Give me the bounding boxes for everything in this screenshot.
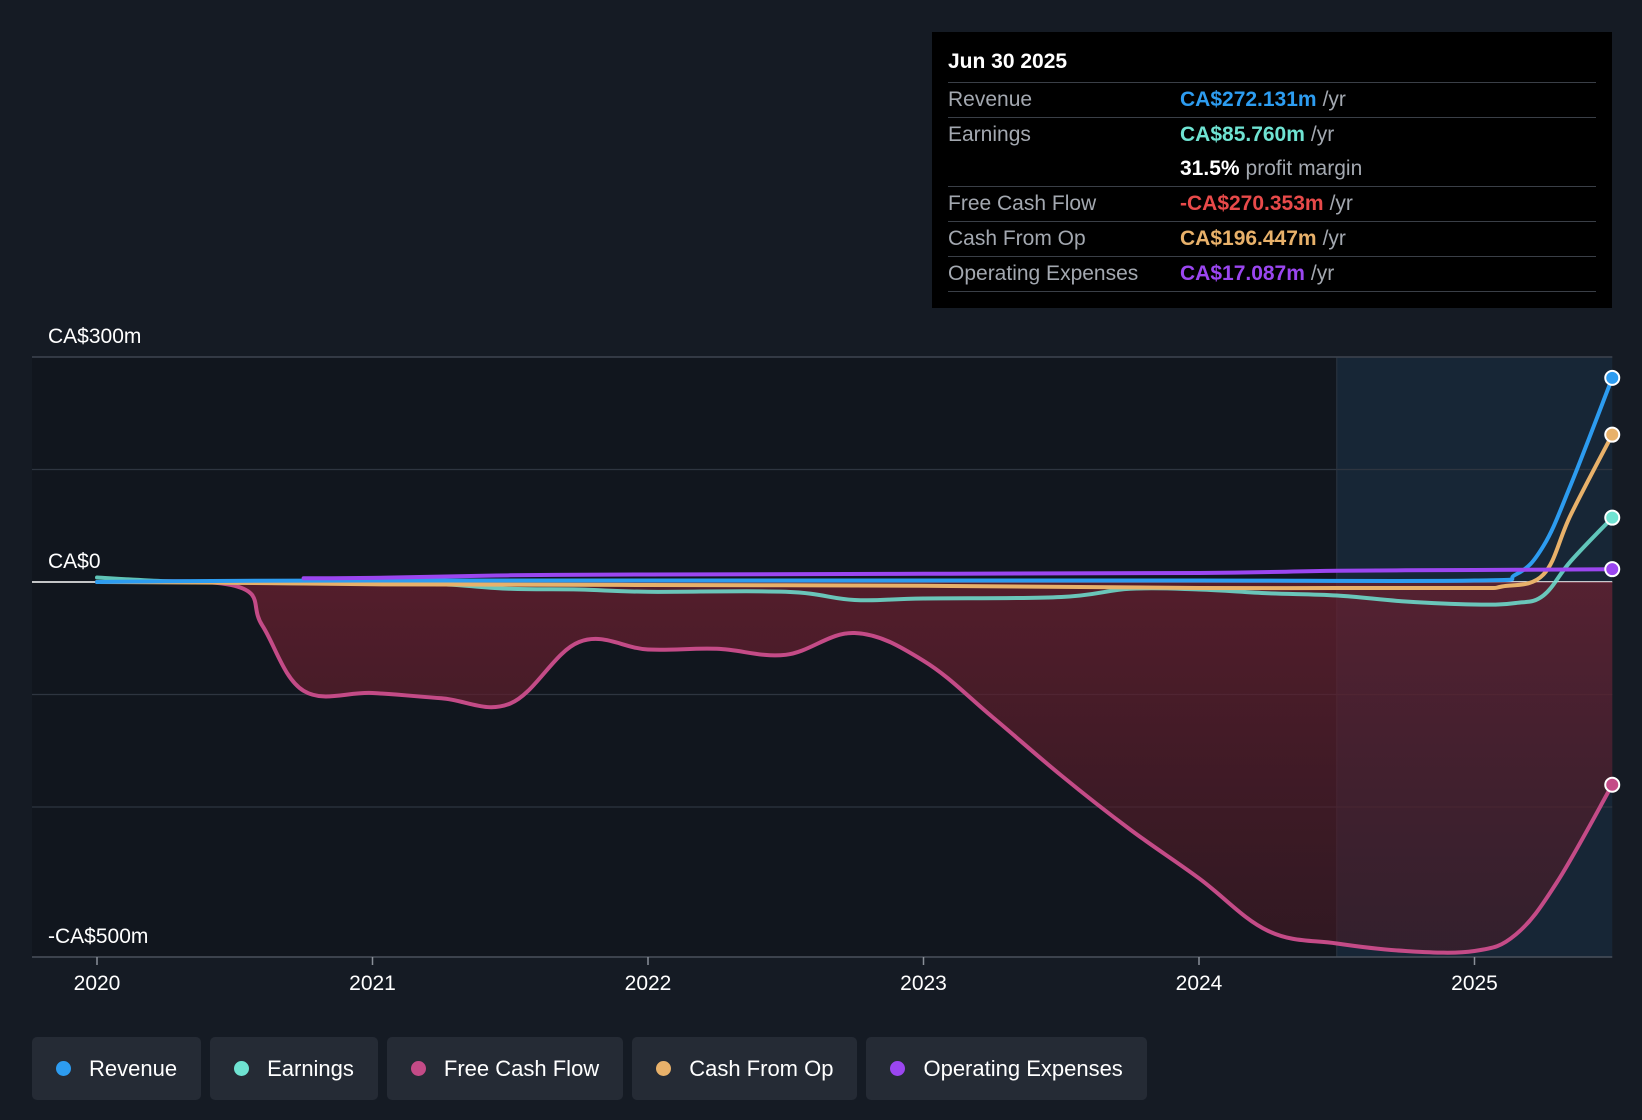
tooltip-value: CA$272.131m (1180, 88, 1317, 111)
tooltip-value: -CA$270.353m (1180, 192, 1324, 215)
x-tick-label: 2021 (349, 972, 396, 995)
legend-label: Revenue (89, 1055, 178, 1081)
legend-label: Operating Expenses (923, 1055, 1123, 1081)
legend-dot-icon (656, 1061, 672, 1076)
legend: Revenue Earnings Free Cash Flow Cash Fro… (32, 1037, 1147, 1100)
cash-from-op-line (95, 432, 1615, 591)
tooltip-unit: /yr (1329, 192, 1353, 215)
tooltip-value: CA$17.087m (1180, 262, 1305, 285)
tooltip-label: Cash From Op (948, 227, 1086, 250)
tooltip-divider (948, 291, 1596, 292)
x-tick-label: 2025 (1451, 972, 1498, 995)
tooltip: Jun 30 2025 Revenue CA$272.131m /yr Earn… (932, 32, 1612, 308)
tooltip-value: CA$196.447m (1180, 227, 1317, 250)
tooltip-row-opex: Operating Expenses CA$17.087m /yr (948, 256, 1596, 291)
tooltip-unit: /yr (1322, 88, 1346, 111)
tooltip-value: 31.5% (1180, 157, 1240, 180)
tooltip-unit: profit margin (1245, 157, 1363, 180)
legend-label: Cash From Op (689, 1055, 834, 1081)
x-tick-label: 2022 (625, 972, 672, 995)
tooltip-label: Earnings (948, 123, 1031, 146)
legend-item-earnings[interactable]: Earnings (210, 1037, 378, 1100)
tooltip-row-margin: 31.5% profit margin (948, 152, 1596, 186)
x-tick-label: 2024 (1176, 972, 1223, 995)
x-tick-label: 2023 (900, 972, 947, 995)
operating-expenses-line (301, 567, 1615, 581)
legend-dot-icon (890, 1061, 906, 1076)
legend-item-revenue[interactable]: Revenue (32, 1037, 202, 1100)
tooltip-label: Revenue (948, 88, 1033, 111)
free-cash-flow-area (97, 581, 1613, 953)
legend-label: Free Cash Flow (443, 1055, 600, 1081)
tooltip-label: Free Cash Flow (948, 192, 1097, 215)
tooltip-unit: /yr (1322, 227, 1346, 250)
tooltip-unit: /yr (1310, 262, 1335, 285)
legend-item-cash-from-op[interactable]: Cash From Op (632, 1037, 858, 1100)
legend-dot-icon (410, 1061, 426, 1076)
legend-label: Earnings (267, 1055, 354, 1081)
legend-dot-icon (56, 1061, 71, 1076)
x-tick-label: 2020 (74, 972, 121, 995)
y-tick-label: CA$300m (48, 325, 141, 348)
legend-item-operating-expenses[interactable]: Operating Expenses (866, 1037, 1147, 1100)
tooltip-row-earnings: Earnings CA$85.760m /yr (948, 117, 1596, 152)
tooltip-row-revenue: Revenue CA$272.131m /yr (948, 82, 1596, 117)
y-tick-label: CA$0 (48, 550, 101, 573)
tooltip-row-cfo: Cash From Op CA$196.447m /yr (948, 221, 1596, 256)
tooltip-unit: /yr (1310, 123, 1335, 146)
revenue-end-point (1604, 369, 1621, 386)
cash-from-op-end-point (1604, 426, 1621, 443)
tooltip-value: CA$85.760m (1180, 123, 1305, 146)
y-tick-label: -CA$500m (48, 925, 148, 948)
free-cash-flow-end-point (1604, 776, 1621, 793)
operating-expenses-end-point (1604, 561, 1621, 578)
free-cash-flow-line (95, 579, 1615, 955)
legend-item-free-cash-flow[interactable]: Free Cash Flow (386, 1037, 624, 1100)
revenue-line (95, 375, 1615, 584)
tooltip-date: Jun 30 2025 (948, 50, 1068, 73)
earnings-end-point (1604, 509, 1621, 526)
legend-dot-icon (234, 1061, 250, 1076)
tooltip-row-fcf: Free Cash Flow -CA$270.353m /yr (948, 186, 1596, 221)
tooltip-label: Operating Expenses (948, 262, 1139, 285)
